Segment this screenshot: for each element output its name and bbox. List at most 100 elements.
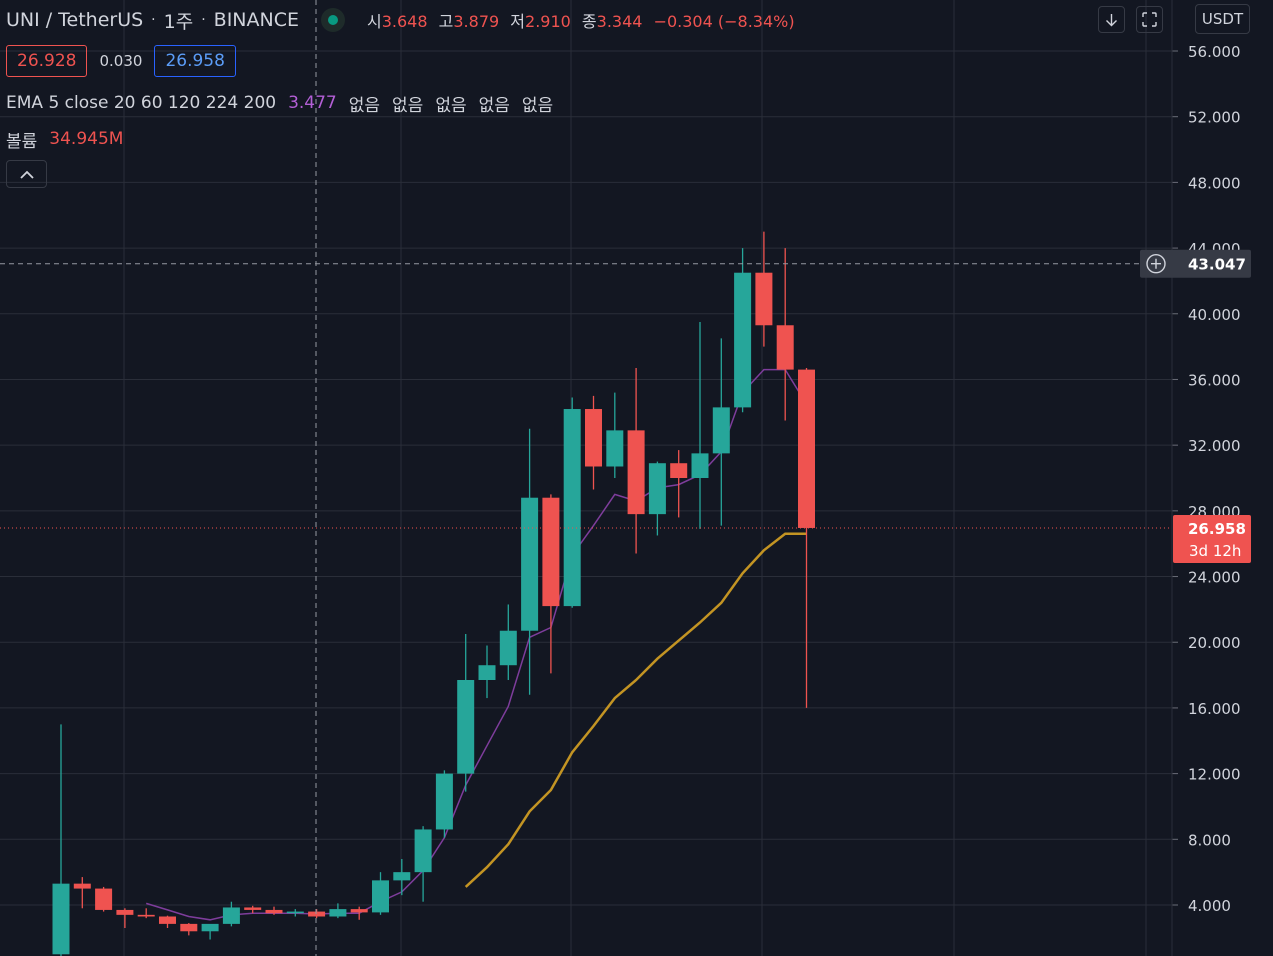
candle-body (95, 888, 113, 910)
price-tick-label: 4.000 (1188, 897, 1231, 915)
price-tick-label: 24.000 (1188, 569, 1241, 587)
symbol-legend: UNI / TetherUS · 1주 · BINANCE 시3.648 고3.… (6, 6, 795, 34)
add-alert-icon[interactable] (1146, 254, 1166, 274)
candles (52, 231, 815, 956)
candle-body (712, 407, 730, 454)
collapse-legend-button[interactable] (6, 160, 47, 188)
candle-body (542, 497, 560, 607)
candle-body (499, 630, 517, 666)
open-value: 3.648 (381, 12, 428, 31)
price-tick-label: 16.000 (1188, 700, 1241, 718)
candle-body (435, 773, 453, 830)
symbol-name[interactable]: UNI (6, 9, 40, 31)
price-tick-label: 40.000 (1188, 306, 1241, 324)
sell-price-button[interactable]: 26.928 (6, 45, 88, 77)
ema-na-value: 없음 (348, 95, 381, 116)
scroll-down-button[interactable] (1098, 6, 1125, 33)
candle-body (201, 923, 219, 932)
chart-grid (0, 0, 1172, 956)
candle-body (627, 430, 645, 515)
candle-down (159, 915, 176, 928)
candle-up (435, 770, 453, 838)
candle-down (137, 908, 155, 919)
low-value: 2.910 (525, 12, 571, 31)
candle-body (52, 883, 70, 955)
candle-down (627, 367, 645, 554)
candle-up (563, 397, 581, 608)
candle-down (585, 395, 602, 490)
volume-value: 34.945M (49, 129, 124, 149)
candle-down (180, 923, 198, 936)
price-tick-label: 56.000 (1188, 43, 1241, 61)
price-tick-label: 48.000 (1188, 174, 1241, 192)
candle-down (776, 248, 794, 421)
candle-body (393, 872, 411, 881)
currency-selector[interactable]: USDT (1195, 4, 1250, 34)
candle-up (478, 645, 496, 699)
fullscreen-button[interactable] (1136, 6, 1163, 33)
last-price-box (1173, 514, 1251, 563)
open-label: 시 (367, 12, 382, 31)
candle-down (798, 367, 815, 708)
candle-body (137, 914, 155, 917)
candle-body (244, 907, 262, 910)
crosshair-price-box (1140, 249, 1251, 278)
ema-legend[interactable]: EMA 5 close 20 60 120 224 200 3.477 없음 없… (6, 91, 554, 116)
ema-na-value: 없음 (521, 95, 554, 116)
candle-body (755, 272, 773, 326)
candle-down (350, 906, 368, 920)
candle-up (286, 909, 304, 917)
candle-body (414, 829, 432, 873)
interval-label[interactable]: 1주 (163, 10, 194, 33)
candle-body (180, 923, 198, 932)
candle-body (222, 907, 240, 924)
candle-up (648, 461, 666, 536)
price-tick-label: 12.000 (1188, 766, 1241, 784)
bar-countdown-label: 3d 12h (1189, 542, 1241, 560)
candle-up (606, 392, 624, 478)
close-label: 종 (581, 12, 597, 31)
candle-down (542, 494, 560, 674)
exchange-name[interactable]: BINANCE (213, 9, 299, 31)
price-tick-label: 8.000 (1188, 831, 1231, 849)
last-price-label: 26.958 (1188, 520, 1246, 538)
candle-body (350, 909, 368, 913)
candle-body (734, 272, 752, 408)
ema-na-value: 없음 (478, 95, 510, 116)
symbol-separator: / (45, 9, 53, 31)
ema-value: 3.477 (288, 93, 337, 113)
dot-separator: · (201, 12, 206, 28)
candle-up (414, 826, 432, 902)
candle-body (606, 430, 624, 467)
fullscreen-icon (1142, 12, 1157, 27)
candle-down (244, 905, 262, 914)
crosshair-price-label: 43.047 (1188, 256, 1246, 274)
market-status-icon[interactable] (321, 8, 345, 32)
candle-up (201, 923, 219, 940)
price-axis[interactable]: 56.00052.00048.00044.00040.00036.00032.0… (1140, 0, 1251, 956)
buy-price-button[interactable]: 26.958 (154, 45, 236, 77)
candle-body (286, 911, 304, 914)
chevron-up-icon (19, 170, 34, 179)
volume-legend[interactable]: 볼륨 34.945M (6, 128, 124, 152)
add-alert-circle (1146, 254, 1166, 274)
candle-body (329, 909, 347, 917)
quote-name[interactable]: TetherUS (58, 9, 144, 31)
candle-up (521, 428, 539, 695)
candle-down (670, 450, 688, 518)
candle-body (308, 911, 326, 917)
ema-na-value: 없음 (435, 95, 467, 116)
ohlc-values: 시3.648 고3.879 저2.910 종3.344 −0.304 (−8.3… (361, 8, 795, 32)
candle-body (116, 909, 134, 915)
ema-label: EMA 5 close 20 60 120 224 200 (6, 93, 277, 113)
price-tick-label: 20.000 (1188, 634, 1241, 652)
price-tick-label: 52.000 (1188, 109, 1241, 127)
candle-up (52, 724, 70, 956)
volume-label: 볼륨 (6, 131, 38, 152)
candle-up (372, 872, 389, 915)
candle-down (755, 231, 773, 347)
candle-body (521, 497, 539, 631)
candle-body (73, 883, 91, 889)
candle-body (691, 453, 709, 478)
